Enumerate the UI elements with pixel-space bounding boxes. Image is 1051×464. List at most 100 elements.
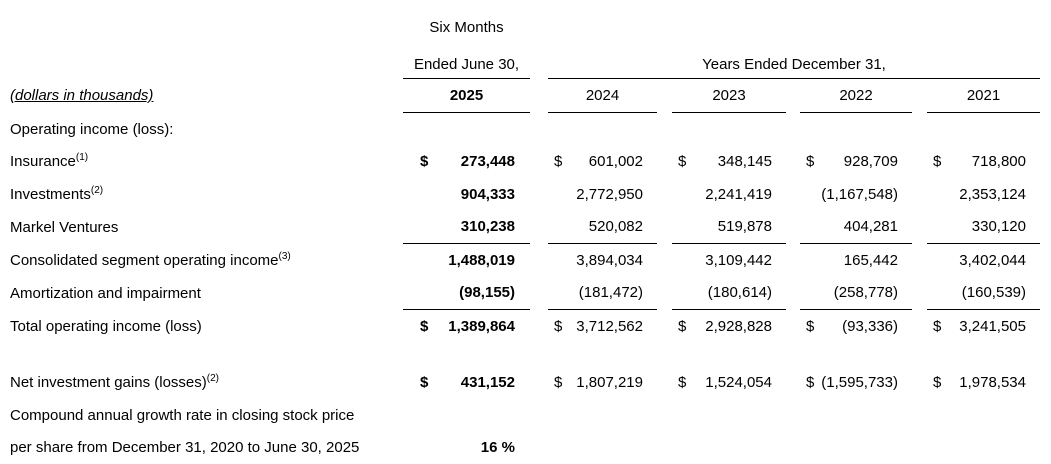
- column-gap: [786, 367, 800, 400]
- year-header-row: (dollars in thousands) 2025 2024 2023 20…: [0, 79, 1040, 113]
- value-text: (98,155): [459, 284, 515, 301]
- value-text: 1,807,219: [576, 374, 643, 391]
- consolidated-segment-operating-income-2025-value: 1,488,019: [403, 244, 530, 277]
- total-operating-income-2021-value: $3,241,505: [927, 310, 1040, 343]
- value-text: 348,145: [718, 153, 772, 170]
- value-text: 431,152: [461, 374, 515, 391]
- value-text: 3,241,505: [959, 318, 1026, 335]
- column-gap: [657, 79, 672, 113]
- column-gap: [912, 277, 927, 310]
- total-operating-income-2025-value: $1,389,864: [403, 310, 530, 343]
- total-operating-income-2024-value: $3,712,562: [548, 310, 657, 343]
- row-label-text: Insurance: [10, 153, 76, 170]
- insurance-2025-value: $273,448: [403, 146, 530, 179]
- net-investment-gains-2025-value: $431,152: [403, 367, 530, 400]
- value-text: 2,241,419: [705, 186, 772, 203]
- dollar-sign: $: [420, 318, 428, 335]
- net-investment-gains-2022-value: $(1,595,733): [800, 367, 912, 400]
- column-gap: [657, 146, 672, 179]
- insurance-2021-value: $718,800: [927, 146, 1040, 179]
- units-note: (dollars in thousands): [10, 87, 153, 104]
- amortization-and-impairment-2021-value: (160,539): [927, 277, 1040, 310]
- row-label-text: Total operating income (loss): [10, 318, 202, 335]
- column-gap: [912, 367, 927, 400]
- value-text: 1,389,864: [448, 318, 515, 335]
- column-gap: [530, 42, 548, 79]
- total-operating-income-2023-value: $2,928,828: [672, 310, 786, 343]
- value-text: (180,614): [708, 284, 772, 301]
- value-text: 330,120: [972, 218, 1026, 235]
- insurance-2022-value: $928,709: [800, 146, 912, 179]
- amortization-and-impairment-2025-value: (98,155): [403, 277, 530, 310]
- value-text: 1,978,534: [959, 374, 1026, 391]
- footnote-ref: (2): [91, 185, 103, 196]
- spacer-cell: [0, 343, 1040, 367]
- column-gap: [657, 310, 672, 343]
- row-spacer: [530, 432, 1040, 464]
- value-text: 904,333: [461, 186, 515, 203]
- column-gap: [657, 277, 672, 310]
- dollar-sign: $: [420, 374, 428, 391]
- column-gap: [657, 178, 672, 211]
- value-text: 404,281: [844, 218, 898, 235]
- dollar-sign: $: [678, 318, 686, 335]
- dollar-sign: $: [678, 374, 686, 391]
- section-header: Operating income (loss):: [0, 113, 1040, 146]
- column-gap: [786, 79, 800, 113]
- column-gap: [786, 244, 800, 277]
- column-gap: [530, 79, 548, 113]
- value-text: 519,878: [718, 218, 772, 235]
- footnote-ref: (2): [207, 373, 219, 384]
- cagr-value: 16 %: [481, 439, 515, 456]
- column-gap: [530, 178, 548, 211]
- dollar-sign: $: [554, 153, 562, 170]
- column-gap: [912, 178, 927, 211]
- cagr-label-line1: Compound annual growth rate in closing s…: [0, 399, 1040, 432]
- column-gap: [530, 367, 548, 400]
- markel-ventures-2021-value: 330,120: [927, 211, 1040, 244]
- dollar-sign: $: [806, 374, 814, 391]
- column-gap: [786, 211, 800, 244]
- section-header-row: Operating income (loss):: [0, 113, 1040, 146]
- row-label: Total operating income (loss): [0, 310, 403, 343]
- dollar-sign: $: [933, 374, 941, 391]
- row-investments: Investments(2) 904,333 2,772,950 2,241,419 (…: [0, 178, 1040, 211]
- row-label-text: Net investment gains (losses): [10, 374, 207, 391]
- row-consolidated-segment-operating-income: Consolidated segment operating income(3)…: [0, 244, 1040, 277]
- value-text: 3,109,442: [705, 252, 772, 269]
- cagr-value-cell: 16 %: [403, 432, 530, 464]
- row-net-investment-gains: Net investment gains (losses)(2)$431,152…: [0, 367, 1040, 400]
- consolidated-segment-operating-income-2022-value: 165,442: [800, 244, 912, 277]
- row-label-text: Consolidated segment operating income: [10, 252, 279, 269]
- markel-ventures-2024-value: 520,082: [548, 211, 657, 244]
- consolidated-segment-operating-income-2024-value: 3,894,034: [548, 244, 657, 277]
- value-text: 3,894,034: [576, 252, 643, 269]
- column-gap: [786, 277, 800, 310]
- insurance-2024-value: $601,002: [548, 146, 657, 179]
- row-label: Amortization and impairment: [0, 277, 403, 310]
- column-gap: [912, 244, 927, 277]
- row-amortization-and-impairment: Amortization and impairment (98,155) (181,…: [0, 277, 1040, 310]
- column-gap: [657, 211, 672, 244]
- year-header-2025: 2025: [403, 79, 530, 113]
- period-title: Six Months: [403, 0, 530, 42]
- row-label-text: Amortization and impairment: [10, 285, 201, 302]
- value-text: (1,167,548): [821, 186, 898, 203]
- dollar-sign: $: [554, 374, 562, 391]
- dollar-sign: $: [678, 153, 686, 170]
- year-header-2024: 2024: [548, 79, 657, 113]
- row-label: Markel Ventures: [0, 211, 403, 244]
- row-label-text: Investments: [10, 186, 91, 203]
- year-header-2021: 2021: [927, 79, 1040, 113]
- row-label: Investments(2): [0, 178, 403, 211]
- column-gap: [912, 211, 927, 244]
- dollar-sign: $: [554, 318, 562, 335]
- value-text: 520,082: [589, 218, 643, 235]
- amortization-and-impairment-2024-value: (181,472): [548, 277, 657, 310]
- row-label: Net investment gains (losses)(2): [0, 367, 403, 400]
- value-text: 2,772,950: [576, 186, 643, 203]
- amortization-and-impairment-2022-value: (258,778): [800, 277, 912, 310]
- value-text: 3,402,044: [959, 252, 1026, 269]
